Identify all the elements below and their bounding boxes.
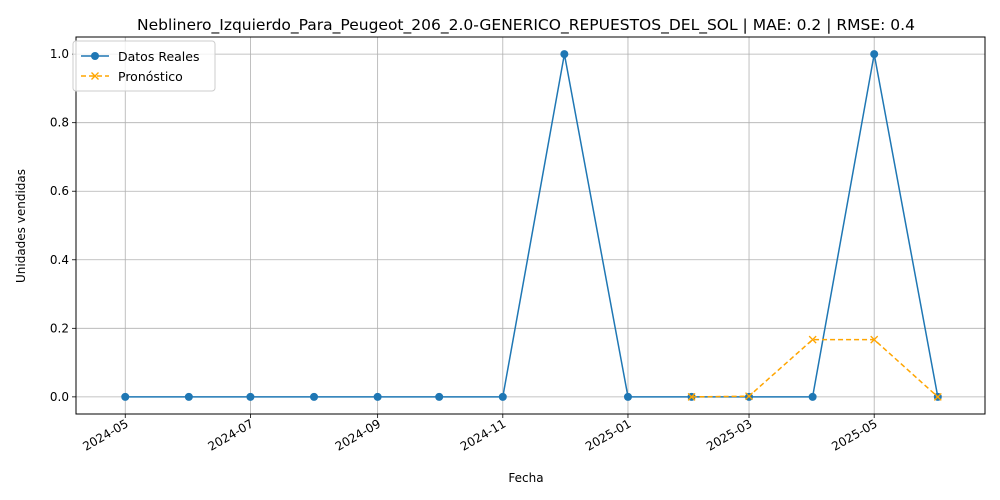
legend-box <box>72 40 216 92</box>
data-point <box>808 335 817 344</box>
series-0 <box>121 50 942 401</box>
data-point <box>623 392 632 401</box>
series-line <box>691 338 939 398</box>
x-tick-label: 2025-03 <box>704 416 754 453</box>
plot-frame <box>75 36 986 415</box>
data-point <box>808 392 817 401</box>
axis-ticks: 2024-05 2024-07 2024-09 2024-11 2025-01 2025-… <box>50 47 880 454</box>
data-point <box>121 392 130 401</box>
data-point <box>560 50 569 59</box>
legend-label-datos-reales: Datos Reales <box>118 49 199 64</box>
legend-marker-datos-reales <box>91 52 99 60</box>
grid <box>76 37 985 414</box>
y-tick-label: 0.8 <box>50 116 69 130</box>
x-tick-label: 2024-11 <box>458 416 508 453</box>
x-tick-label: 2024-05 <box>80 416 130 453</box>
legend: Datos Reales Pronóstico <box>72 40 216 92</box>
data-point <box>745 392 753 401</box>
x-tick-label: 2025-05 <box>829 416 879 453</box>
data-point <box>184 392 193 401</box>
series-1 <box>687 335 942 401</box>
x-axis-label: Fecha <box>508 471 543 485</box>
chart-title: Neblinero_Izquierdo_Para_Peugeot_206_2.0… <box>137 16 915 35</box>
data-point <box>687 392 696 401</box>
data-point <box>870 50 879 59</box>
y-tick-label: 0.0 <box>50 390 69 404</box>
data-point <box>498 392 507 401</box>
data-point <box>870 335 879 344</box>
y-tick-label: 0.4 <box>50 253 69 267</box>
y-tick-label: 0.2 <box>50 321 69 335</box>
y-tick-label: 1.0 <box>50 47 69 61</box>
y-tick-label: 0.6 <box>50 184 69 198</box>
x-tick-label: 2024-07 <box>205 416 255 453</box>
plot-series <box>121 50 942 401</box>
legend-label-pronostico: Pronóstico <box>118 69 183 84</box>
y-axis-label: Unidades vendidas <box>14 169 28 283</box>
x-tick-label: 2024-09 <box>333 416 383 453</box>
legend-marker-pronostico <box>91 72 99 80</box>
data-point <box>373 392 382 401</box>
data-point <box>246 392 255 401</box>
series-line <box>125 53 939 398</box>
data-point <box>310 392 319 401</box>
data-point <box>933 392 942 401</box>
x-tick-label: 2025-01 <box>583 416 633 453</box>
data-point <box>435 392 444 401</box>
